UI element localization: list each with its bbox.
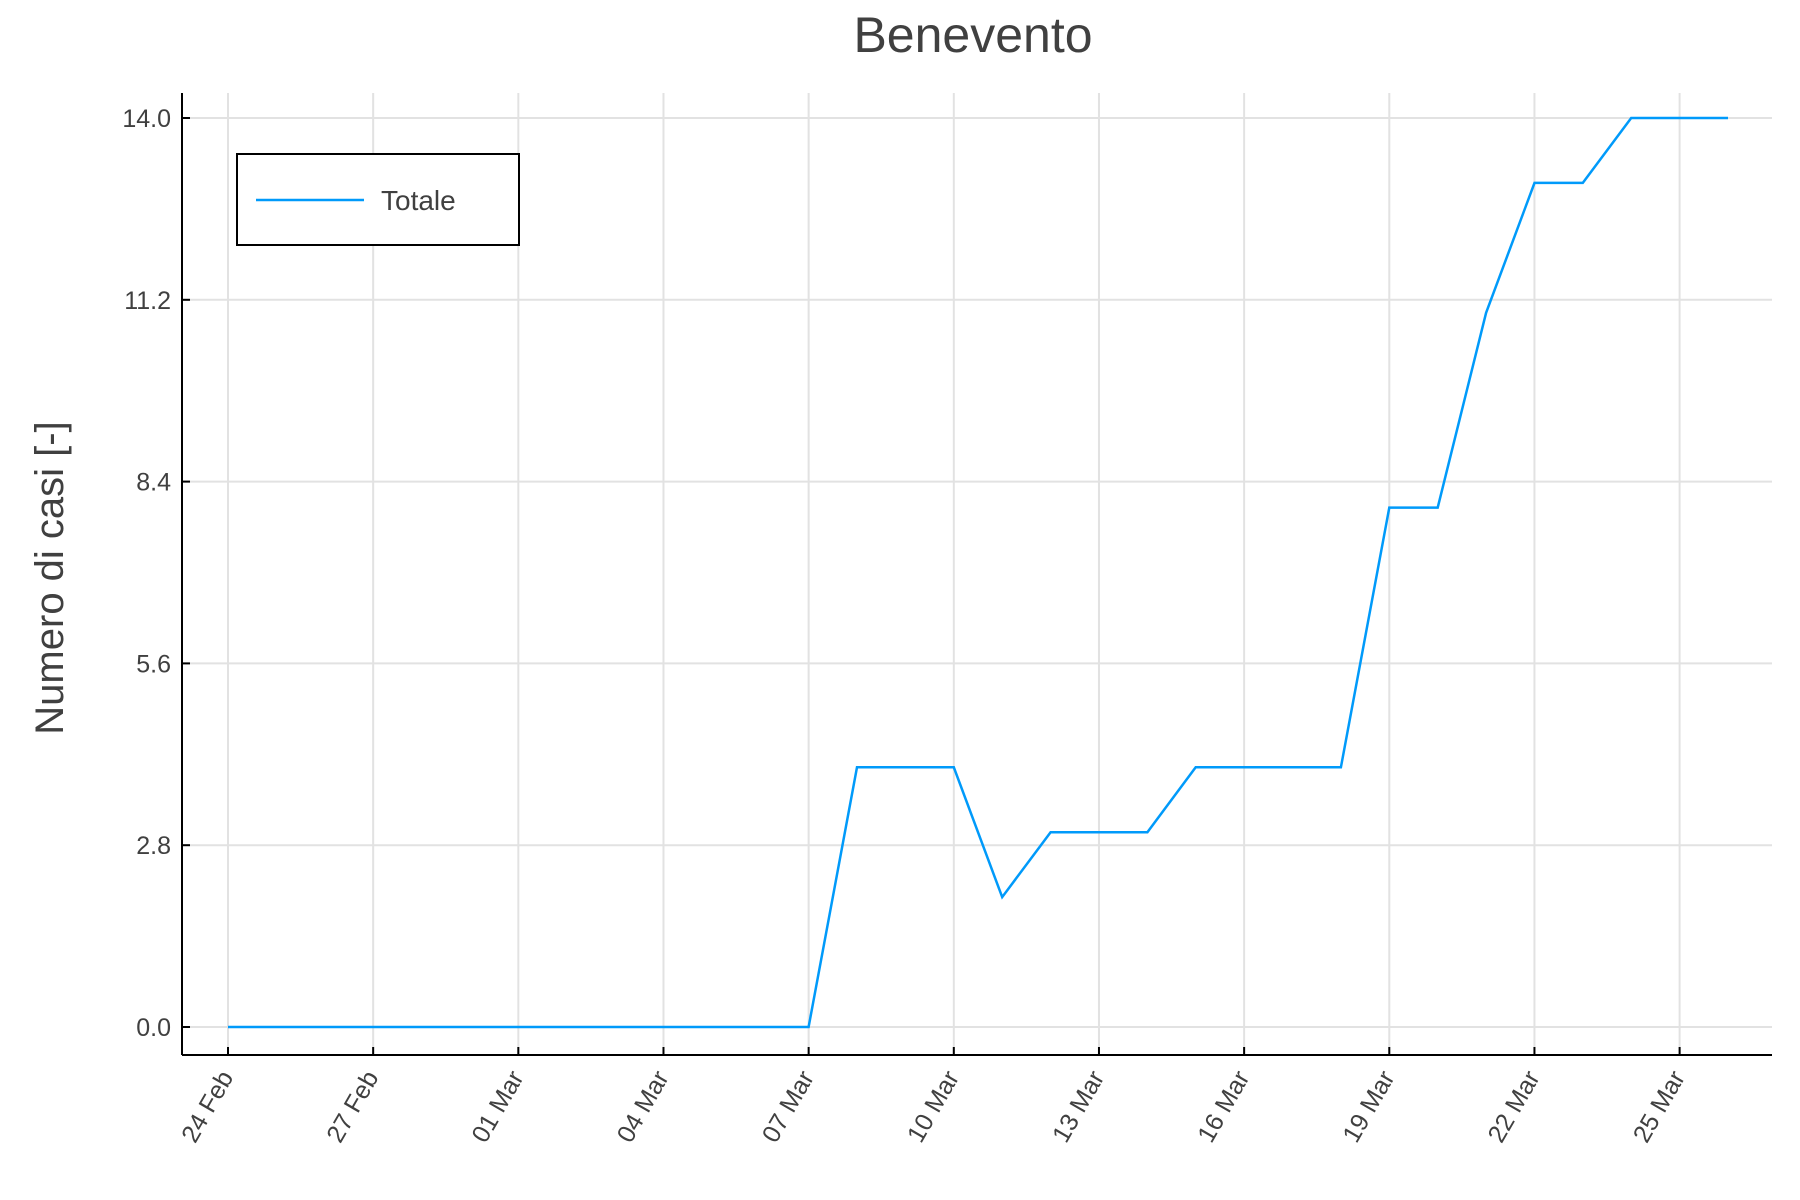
x-tick-label: 27 Feb (321, 1066, 384, 1147)
y-tick-labels: 0.0 2.8 5.6 8.4 11.2 14.0 (122, 105, 171, 1042)
y-tick-label: 8.4 (136, 469, 171, 497)
x-tick-label: 25 Mar (1628, 1066, 1691, 1147)
x-tick-labels: 24 Feb 27 Feb 01 Mar 04 Mar 07 Mar 10 Mar 13 M… (176, 1066, 1691, 1147)
x-tick-label: 10 Mar (902, 1066, 965, 1147)
x-tick-label: 01 Mar (466, 1066, 529, 1147)
y-tick-label: 0.0 (136, 1014, 171, 1042)
axes (181, 93, 1772, 1056)
series (228, 116, 1728, 1029)
y-axis-label: Numero di casi [-] (28, 421, 72, 734)
x-tick-label: 24 Feb (176, 1066, 239, 1147)
y-tick-label: 5.6 (136, 650, 171, 678)
y-tick-label: 11.2 (124, 287, 171, 315)
x-tick-label: 13 Mar (1047, 1066, 1110, 1147)
legend: Totale (236, 153, 520, 246)
x-tick-label: 19 Mar (1337, 1066, 1400, 1147)
series-line-totale (228, 116, 1728, 1029)
x-tick-label: 04 Mar (612, 1066, 675, 1147)
chart-title: Benevento (853, 7, 1092, 63)
x-tick-label: 22 Mar (1482, 1066, 1545, 1147)
y-tick-label: 14.0 (122, 105, 171, 133)
x-tick-label: 07 Mar (757, 1066, 820, 1147)
x-tick-label: 16 Mar (1192, 1066, 1255, 1147)
y-tick-label: 2.8 (136, 832, 171, 860)
grid-lines (182, 93, 1772, 1055)
legend-label-totale: Totale (381, 185, 456, 216)
